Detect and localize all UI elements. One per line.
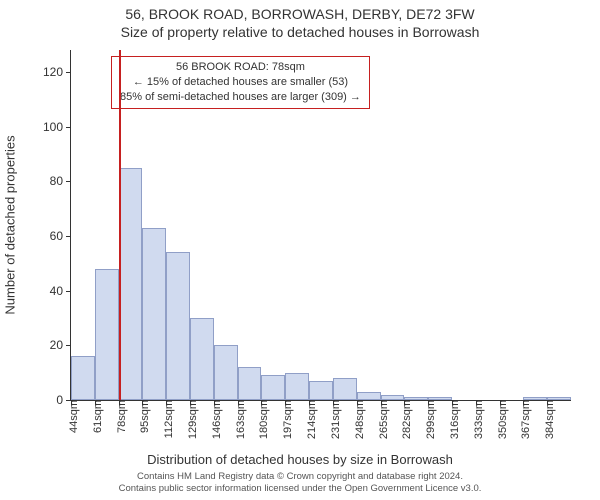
ytick-label: 60 (50, 229, 71, 243)
xtick-label: 384sqm (538, 400, 556, 439)
xtick-label: 95sqm (133, 400, 151, 433)
ytick-label: 120 (43, 65, 71, 79)
ytick-label: 80 (50, 174, 71, 188)
xtick-label: 350sqm (491, 400, 509, 439)
histogram-bar (95, 269, 119, 400)
histogram-bar (238, 367, 262, 400)
ytick-label: 20 (50, 338, 71, 352)
chart-title-line1: 56, BROOK ROAD, BORROWASH, DERBY, DE72 3… (0, 6, 600, 22)
xtick-label: 78sqm (110, 400, 128, 433)
ytick-label: 40 (50, 284, 71, 298)
chart-title-line2: Size of property relative to detached ho… (0, 24, 600, 40)
footer-attribution: Contains HM Land Registry data © Crown c… (0, 471, 600, 496)
histogram-bar (285, 373, 309, 400)
xtick-label: 180sqm (252, 400, 270, 439)
ytick-label: 100 (43, 120, 71, 134)
chart-plot-area: 56 BROOK ROAD: 78sqm ← 15% of detached h… (70, 50, 571, 401)
x-axis-label: Distribution of detached houses by size … (0, 452, 600, 467)
callout-line1: 56 BROOK ROAD: 78sqm (120, 60, 361, 75)
reference-callout-box: 56 BROOK ROAD: 78sqm ← 15% of detached h… (111, 56, 370, 109)
y-axis-label: Number of detached properties (3, 135, 18, 314)
histogram-bar (71, 356, 95, 400)
xtick-label: 129sqm (181, 400, 199, 439)
xtick-label: 299sqm (419, 400, 437, 439)
xtick-label: 231sqm (324, 400, 342, 439)
footer-line2: Contains public sector information licen… (0, 483, 600, 495)
xtick-label: 282sqm (395, 400, 413, 439)
xtick-label: 61sqm (86, 400, 104, 433)
xtick-label: 214sqm (300, 400, 318, 439)
histogram-bar (333, 378, 357, 400)
histogram-bar (214, 345, 238, 400)
reference-line (119, 50, 121, 400)
histogram-bar (142, 228, 166, 400)
histogram-bar (261, 375, 285, 400)
histogram-bar (119, 168, 143, 400)
xtick-label: 367sqm (514, 400, 532, 439)
histogram-bar (357, 392, 381, 400)
xtick-label: 146sqm (205, 400, 223, 439)
histogram-bar (166, 252, 190, 400)
xtick-label: 44sqm (62, 400, 80, 433)
xtick-label: 265sqm (372, 400, 390, 439)
callout-line2: ← 15% of detached houses are smaller (53… (120, 75, 361, 90)
xtick-label: 163sqm (229, 400, 247, 439)
xtick-label: 316sqm (443, 400, 461, 439)
xtick-label: 333sqm (467, 400, 485, 439)
xtick-label: 112sqm (157, 400, 175, 438)
histogram-bar (190, 318, 214, 400)
xtick-label: 197sqm (276, 400, 294, 439)
callout-line3: 85% of semi-detached houses are larger (… (120, 90, 361, 105)
xtick-label: 248sqm (348, 400, 366, 439)
histogram-bar (309, 381, 333, 400)
footer-line1: Contains HM Land Registry data © Crown c… (0, 471, 600, 483)
